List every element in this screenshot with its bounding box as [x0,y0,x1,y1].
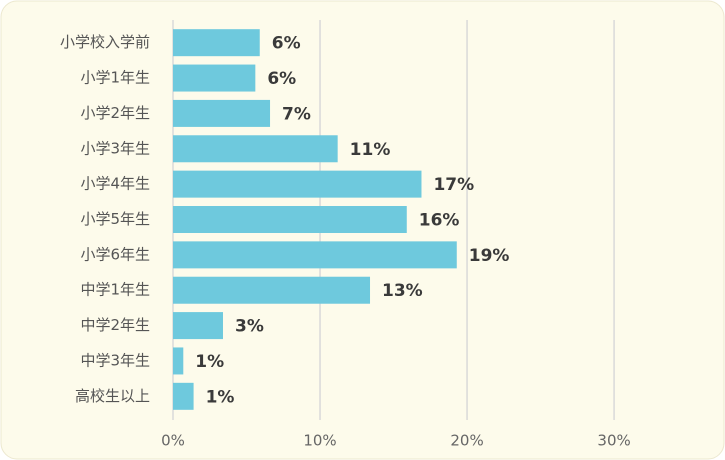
y-tick-label: 小学3年生 [80,139,150,157]
x-tick-label: 0% [161,432,185,450]
bar [173,64,256,92]
value-label: 3% [235,317,264,337]
y-tick-label: 中学3年生 [80,351,150,369]
y-tick-label: 小学6年生 [80,245,150,263]
bar [173,170,422,198]
y-tick-label: 小学2年生 [80,104,150,122]
bar [173,29,260,57]
bar [173,135,338,163]
value-label: 6% [267,69,296,89]
bar [173,99,271,127]
value-label: 11% [350,140,391,160]
y-tick-label: 小学1年生 [80,69,150,87]
y-tick-label: 小学校入学前 [60,33,150,51]
y-tick-label: 小学5年生 [80,210,150,228]
value-label: 16% [419,211,460,231]
y-tick-label: 中学1年生 [80,281,150,299]
value-label: 1% [206,387,235,407]
value-label: 7% [282,104,311,124]
value-label: 6% [272,34,301,54]
bar [173,312,223,340]
x-tick-label: 10% [303,432,336,450]
bar [173,276,371,304]
bar [173,382,194,410]
bar [173,206,407,233]
x-tick-label: 30% [597,432,630,450]
value-label: 19% [469,246,510,266]
y-tick-label: 中学2年生 [80,316,150,334]
bar [173,347,184,375]
value-label: 17% [433,175,474,195]
value-label: 1% [195,352,224,372]
y-tick-label: 小学4年生 [80,175,150,193]
bar [173,241,457,269]
value-label: 13% [382,281,423,301]
x-tick-label: 20% [450,432,483,450]
y-tick-label: 高校生以上 [75,387,150,405]
